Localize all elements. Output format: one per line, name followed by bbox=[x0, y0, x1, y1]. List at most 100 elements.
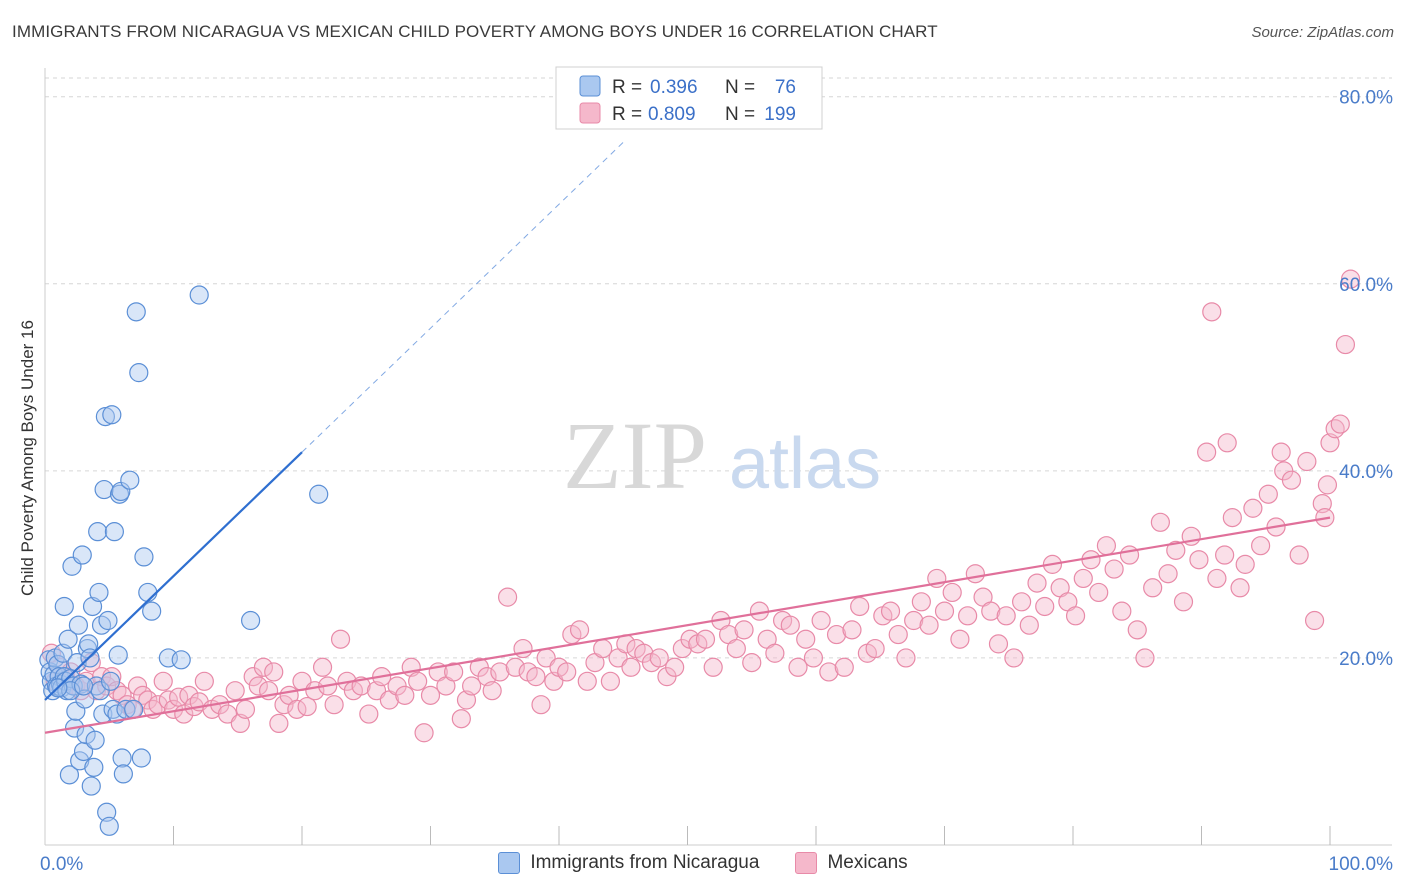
mexicans-point-81 bbox=[531, 695, 551, 715]
mexicans-point-90 bbox=[593, 638, 613, 659]
mexicans-point-185 bbox=[1312, 493, 1332, 514]
watermark: ZIP atlas bbox=[563, 402, 881, 509]
bottom-legend: Immigrants from Nicaragua Mexicans bbox=[0, 852, 1406, 874]
legend-n-value-2: 199 bbox=[764, 104, 796, 125]
mexicans-point-126 bbox=[865, 638, 885, 659]
mexicans-point-164 bbox=[1158, 564, 1178, 584]
mexicans-trend-line bbox=[44, 516, 1331, 734]
mexicans-point-69 bbox=[451, 709, 471, 729]
nicaragua-point-48 bbox=[99, 816, 119, 836]
mexicans-point-61 bbox=[395, 685, 415, 705]
mexicans-point-172 bbox=[1215, 545, 1235, 565]
chart-title: IMMIGRANTS FROM NICARAGUA VS MEXICAN CHI… bbox=[12, 22, 938, 41]
mexicans-point-183 bbox=[1297, 451, 1317, 472]
mexicans-point-56 bbox=[359, 704, 379, 724]
mexicans-point-155 bbox=[1089, 582, 1109, 603]
mexicans-point-135 bbox=[934, 601, 955, 621]
nicaragua-point-57 bbox=[112, 748, 132, 768]
nicaragua-point-24 bbox=[68, 615, 89, 635]
mexicans-point-94 bbox=[621, 657, 641, 677]
nicaragua-point-36 bbox=[84, 757, 104, 777]
nicaragua-point-74 bbox=[73, 676, 94, 696]
mexicans-point-137 bbox=[950, 629, 970, 649]
nicaragua-point-50 bbox=[102, 405, 122, 425]
legend-r-value-2: 0.809 bbox=[648, 104, 696, 125]
mexicans-point-173 bbox=[1222, 508, 1242, 528]
mexicans-point-163 bbox=[1150, 512, 1170, 532]
nicaragua-point-70 bbox=[189, 285, 209, 305]
nicaragua-point-63 bbox=[129, 363, 149, 383]
nicaragua-trend-extension bbox=[301, 141, 624, 453]
mexicans-points bbox=[41, 269, 1361, 743]
mexicans-point-85 bbox=[557, 662, 577, 682]
nicaragua-point-46 bbox=[97, 802, 117, 822]
mexicans-point-76 bbox=[498, 587, 518, 607]
nicaragua-point-67 bbox=[142, 601, 162, 621]
legend-swatch-blue bbox=[579, 75, 601, 97]
mexicans-point-139 bbox=[965, 564, 985, 584]
mexicans-point-63 bbox=[408, 671, 428, 691]
mexicans-point-153 bbox=[1073, 568, 1093, 589]
nicaragua-point-65 bbox=[134, 547, 154, 567]
mexicans-point-159 bbox=[1119, 545, 1140, 565]
mexicans-point-170 bbox=[1202, 302, 1222, 322]
mexicans-point-108 bbox=[726, 638, 746, 659]
watermark-zip: ZIP bbox=[563, 402, 707, 509]
mexicans-point-80 bbox=[526, 667, 546, 687]
nicaragua-point-64 bbox=[131, 748, 151, 768]
nicaragua-point-62 bbox=[126, 302, 146, 322]
y-tick-label-1: 40.0% bbox=[1339, 462, 1393, 483]
nicaragua-point-39 bbox=[88, 522, 108, 542]
mexicans-point-119 bbox=[811, 610, 831, 631]
mexicans-point-52 bbox=[330, 629, 351, 649]
nicaragua-point-47 bbox=[98, 610, 118, 631]
mexicans-point-42 bbox=[269, 713, 289, 734]
mexicans-point-171 bbox=[1207, 568, 1227, 589]
mexicans-point-143 bbox=[996, 606, 1016, 626]
mexicans-point-169 bbox=[1197, 442, 1217, 462]
nicaragua-point-17 bbox=[59, 765, 80, 785]
bottom-legend-label-mexicans: Mexicans bbox=[827, 852, 908, 873]
mexicans-point-117 bbox=[796, 629, 816, 649]
mexicans-point-36 bbox=[235, 699, 256, 719]
legend-n-label-2: N = bbox=[725, 104, 755, 125]
mexicans-point-177 bbox=[1251, 536, 1271, 556]
mexicans-point-115 bbox=[780, 615, 800, 635]
mexicans-point-138 bbox=[958, 606, 978, 626]
mexicans-point-129 bbox=[888, 624, 908, 645]
nicaragua-point-49 bbox=[100, 671, 121, 691]
mexicans-point-124 bbox=[850, 596, 870, 617]
mexicans-point-130 bbox=[896, 648, 916, 668]
legend-n-label-1: N = bbox=[725, 77, 755, 98]
mexicans-point-182 bbox=[1289, 545, 1309, 565]
mexicans-point-110 bbox=[742, 653, 762, 673]
mexicans-point-47 bbox=[297, 696, 317, 717]
mexicans-point-194 bbox=[1217, 433, 1237, 453]
mexicans-point-121 bbox=[826, 624, 847, 645]
mexicans-point-181 bbox=[1281, 470, 1302, 490]
mexicans-point-192 bbox=[1340, 269, 1361, 289]
nicaragua-point-44 bbox=[94, 479, 114, 500]
mexicans-point-122 bbox=[834, 657, 854, 677]
mexicans-point-145 bbox=[1011, 592, 1032, 612]
nicaragua-point-61 bbox=[124, 699, 144, 719]
mexicans-point-187 bbox=[1317, 475, 1338, 495]
nicaragua-point-27 bbox=[72, 545, 92, 565]
mexicans-point-128 bbox=[880, 601, 901, 621]
nicaragua-point-16 bbox=[58, 629, 78, 649]
mexicans-point-33 bbox=[217, 704, 238, 724]
bottom-legend-swatch-pink bbox=[795, 852, 818, 874]
nicaragua-point-23 bbox=[67, 653, 87, 673]
mexicans-point-132 bbox=[911, 592, 931, 612]
x-tick-label-0: 0.0% bbox=[40, 854, 83, 875]
mexicans-point-38 bbox=[248, 676, 268, 696]
mexicans-point-104 bbox=[695, 629, 716, 649]
legend-n-value-1: 76 bbox=[775, 77, 796, 98]
mexicans-point-157 bbox=[1104, 559, 1124, 579]
mexicans-point-64 bbox=[414, 723, 434, 743]
mexicans-point-100 bbox=[665, 657, 685, 677]
mexicans-point-166 bbox=[1173, 592, 1194, 612]
mexicans-point-174 bbox=[1230, 578, 1250, 598]
mexicans-point-176 bbox=[1243, 498, 1263, 518]
nicaragua-point-71 bbox=[241, 610, 261, 631]
